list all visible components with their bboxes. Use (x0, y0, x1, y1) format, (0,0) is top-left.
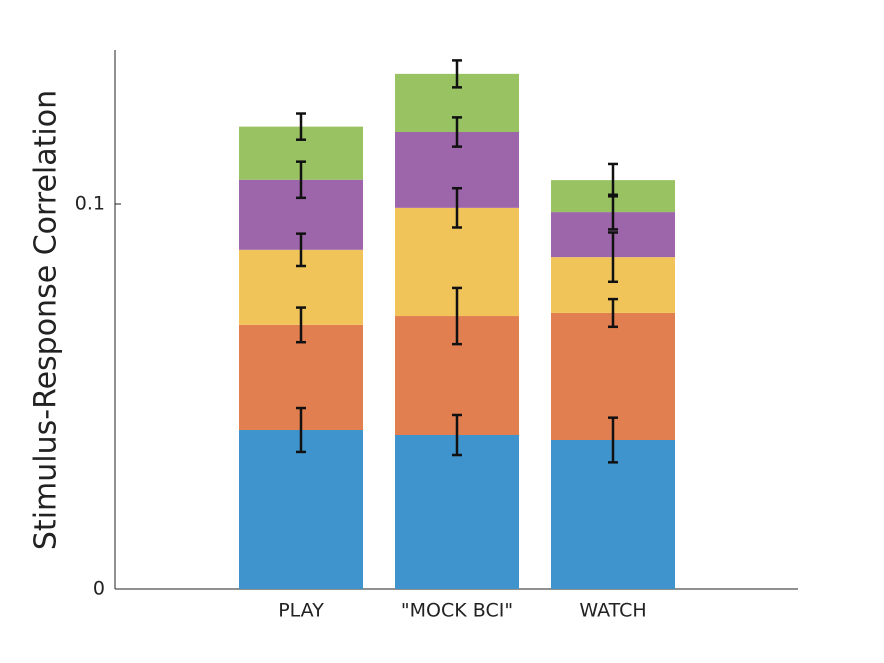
bar-segment (239, 429, 363, 589)
x-tick-label: PLAY (278, 600, 324, 622)
error-bar (296, 112, 306, 141)
y-axis-label: Stimulus-Response Correlation (29, 90, 64, 550)
y-tick-label: 0 (93, 578, 105, 600)
error-bar (608, 162, 618, 198)
x-tick-label: "MOCK BCI" (401, 600, 513, 622)
error-bar (608, 416, 618, 464)
error-bar (296, 306, 306, 344)
error-bar (296, 160, 306, 200)
y-tick-label: 0.1 (75, 193, 105, 215)
bar-segment (395, 435, 519, 589)
error-bar (608, 297, 618, 329)
error-bar (608, 231, 618, 284)
bar-segment (551, 440, 675, 589)
error-bar (452, 59, 462, 89)
error-bar (452, 186, 462, 229)
error-bar (452, 286, 462, 346)
x-tick-label: WATCH (579, 600, 646, 622)
error-bar (296, 232, 306, 268)
error-bar (452, 413, 462, 457)
error-bar (296, 406, 306, 454)
error-bar (452, 116, 462, 148)
